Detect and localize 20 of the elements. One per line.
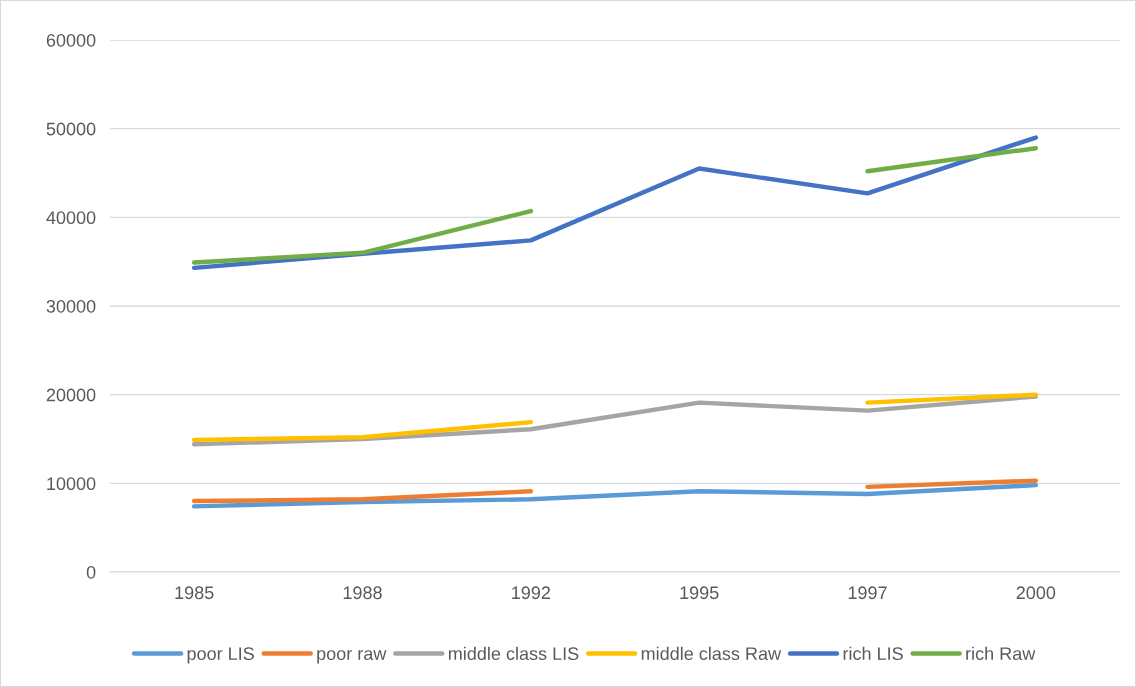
legend-label: rich LIS [843,646,903,661]
y-tick-label: 40000 [46,211,96,225]
x-tick-label: 2000 [1016,586,1056,600]
legend-label: poor raw [317,650,387,664]
y-tick-label: 0 [86,565,96,579]
x-tick-label: 1995 [680,586,719,600]
y-tick-label: 50000 [46,122,96,136]
y-tick-label: 60000 [46,33,96,47]
y-tick-label: 10000 [47,477,96,491]
x-tick-label: 1992 [512,586,551,600]
legend-label: poor LIS [187,647,254,664]
legend-label: middle class Raw [641,646,782,661]
x-tick-label: 1997 [848,586,887,600]
y-tick-label: 20000 [46,388,96,402]
y-tick-label: 30000 [46,299,96,313]
x-tick-label: 1988 [343,586,382,600]
x-tick-label: 1985 [175,586,214,600]
legend-label: rich Raw [966,646,1036,661]
legend-label: middle class LIS [448,646,579,661]
line-series [191,482,1039,509]
